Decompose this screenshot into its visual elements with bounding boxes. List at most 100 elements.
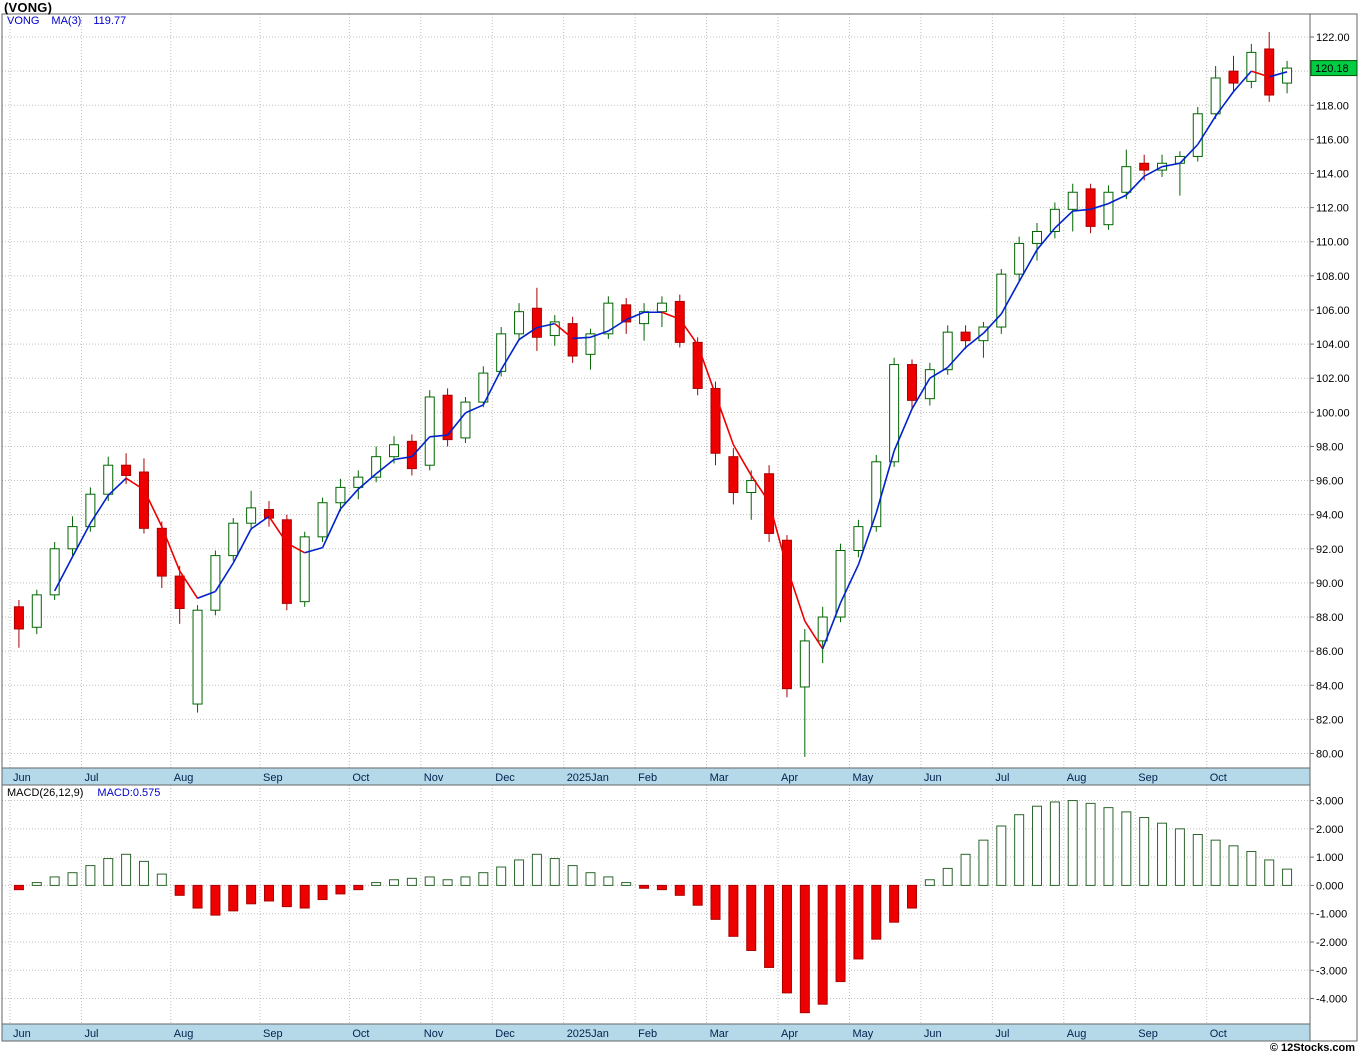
candle [871,461,882,528]
candle [389,444,400,458]
macd-tick-label: 0.000 [1316,880,1344,892]
month-label: Sep [263,772,283,784]
month-label: Jul [84,772,98,784]
ma-segment [465,404,484,414]
macd-bar [281,884,292,908]
month-label: Sep [1138,1028,1158,1040]
macd-bar [567,865,578,886]
macd-bar [1282,868,1293,886]
month-label: Feb [638,1028,657,1040]
macd-bar [514,859,525,886]
macd-bar [389,879,400,886]
macd-bar [1067,800,1078,886]
candle [263,509,274,519]
macd-bar [1174,828,1185,886]
month-label: May [852,772,873,784]
candle [210,555,221,611]
macd-bar [728,884,739,937]
macd-bar [1246,850,1257,886]
macd-bar [1157,822,1168,886]
month-label: 2025Jan [567,1028,609,1040]
ma-segment [982,313,1002,334]
page-title: (VONG) [4,0,53,15]
ma-segment [1268,71,1288,78]
candle [996,273,1007,328]
ma-segment [804,620,824,650]
ma-segment [107,477,127,496]
ma-segment [947,346,967,368]
month-label: Aug [1067,1028,1087,1040]
macd-bar [1032,805,1043,886]
candle [603,302,614,335]
macd-bar [263,884,274,902]
candle [853,526,864,552]
macd-bar [674,884,685,896]
ma-segment [625,311,645,321]
candle [192,609,203,705]
ma-segment [1161,162,1181,168]
candle [49,548,60,596]
legend-ma-label: MA(3) [51,15,82,27]
ma-segment [1000,281,1020,315]
candle [424,396,435,466]
ma-segment [786,567,806,622]
frame-layer [1,13,1358,1042]
candle [1067,191,1078,210]
month-label: Oct [352,1028,369,1040]
ma-segment [1054,210,1074,229]
ma-segment [1232,70,1252,93]
month-label: Sep [1138,772,1158,784]
macd-bar [460,876,471,886]
candle [942,331,953,371]
macd-tick-label: 3.000 [1316,796,1344,808]
ma-segment [768,501,788,568]
month-label: Jun [924,772,942,784]
macd-bar [1210,839,1221,886]
ma-segment [607,318,627,332]
ma-segment [1197,115,1217,145]
price-tick-label: 122.00 [1316,32,1350,44]
candle [674,300,685,343]
macd-bar [621,882,632,886]
candle [1264,48,1275,96]
macd-bar [1085,802,1096,886]
candle [1121,166,1132,193]
macd-bar [906,884,917,909]
price-tick-label: 82.00 [1316,714,1344,726]
ma-segment [893,408,913,452]
ma-segment [482,369,502,406]
ma-segment [536,322,555,329]
candle [138,471,149,529]
candle [817,616,828,642]
ma-segment [321,508,342,548]
price-tick-label: 88.00 [1316,612,1344,624]
candle [1246,51,1257,82]
ma-segment [1036,227,1056,251]
macd-bar [353,884,364,891]
price-tick-label: 116.00 [1316,134,1349,146]
candle [1032,231,1043,244]
candle [960,331,971,342]
ma-segment [572,336,591,340]
ma-segment [1090,202,1109,211]
candle [1228,70,1239,84]
candle [1192,113,1203,157]
month-label: Jul [995,1028,1009,1040]
candle [924,369,935,400]
price-tick-label: 86.00 [1316,646,1344,658]
legend-symbol: VONG [7,15,40,27]
candle [31,594,42,628]
macd-bar [85,865,96,886]
month-label: Apr [781,772,798,784]
ma-segment [179,570,199,599]
month-label: Apr [781,1028,798,1040]
macd-legend: MACD(26,12,9) MACD:0.575 [7,787,160,799]
ma-segment [446,412,467,436]
macd-bar [781,884,792,994]
macd-bar [138,860,149,886]
candle [585,333,596,355]
ma-segment [1214,91,1235,117]
macd-bar [156,873,167,886]
macd-bar [1139,817,1150,886]
candle [478,372,489,403]
